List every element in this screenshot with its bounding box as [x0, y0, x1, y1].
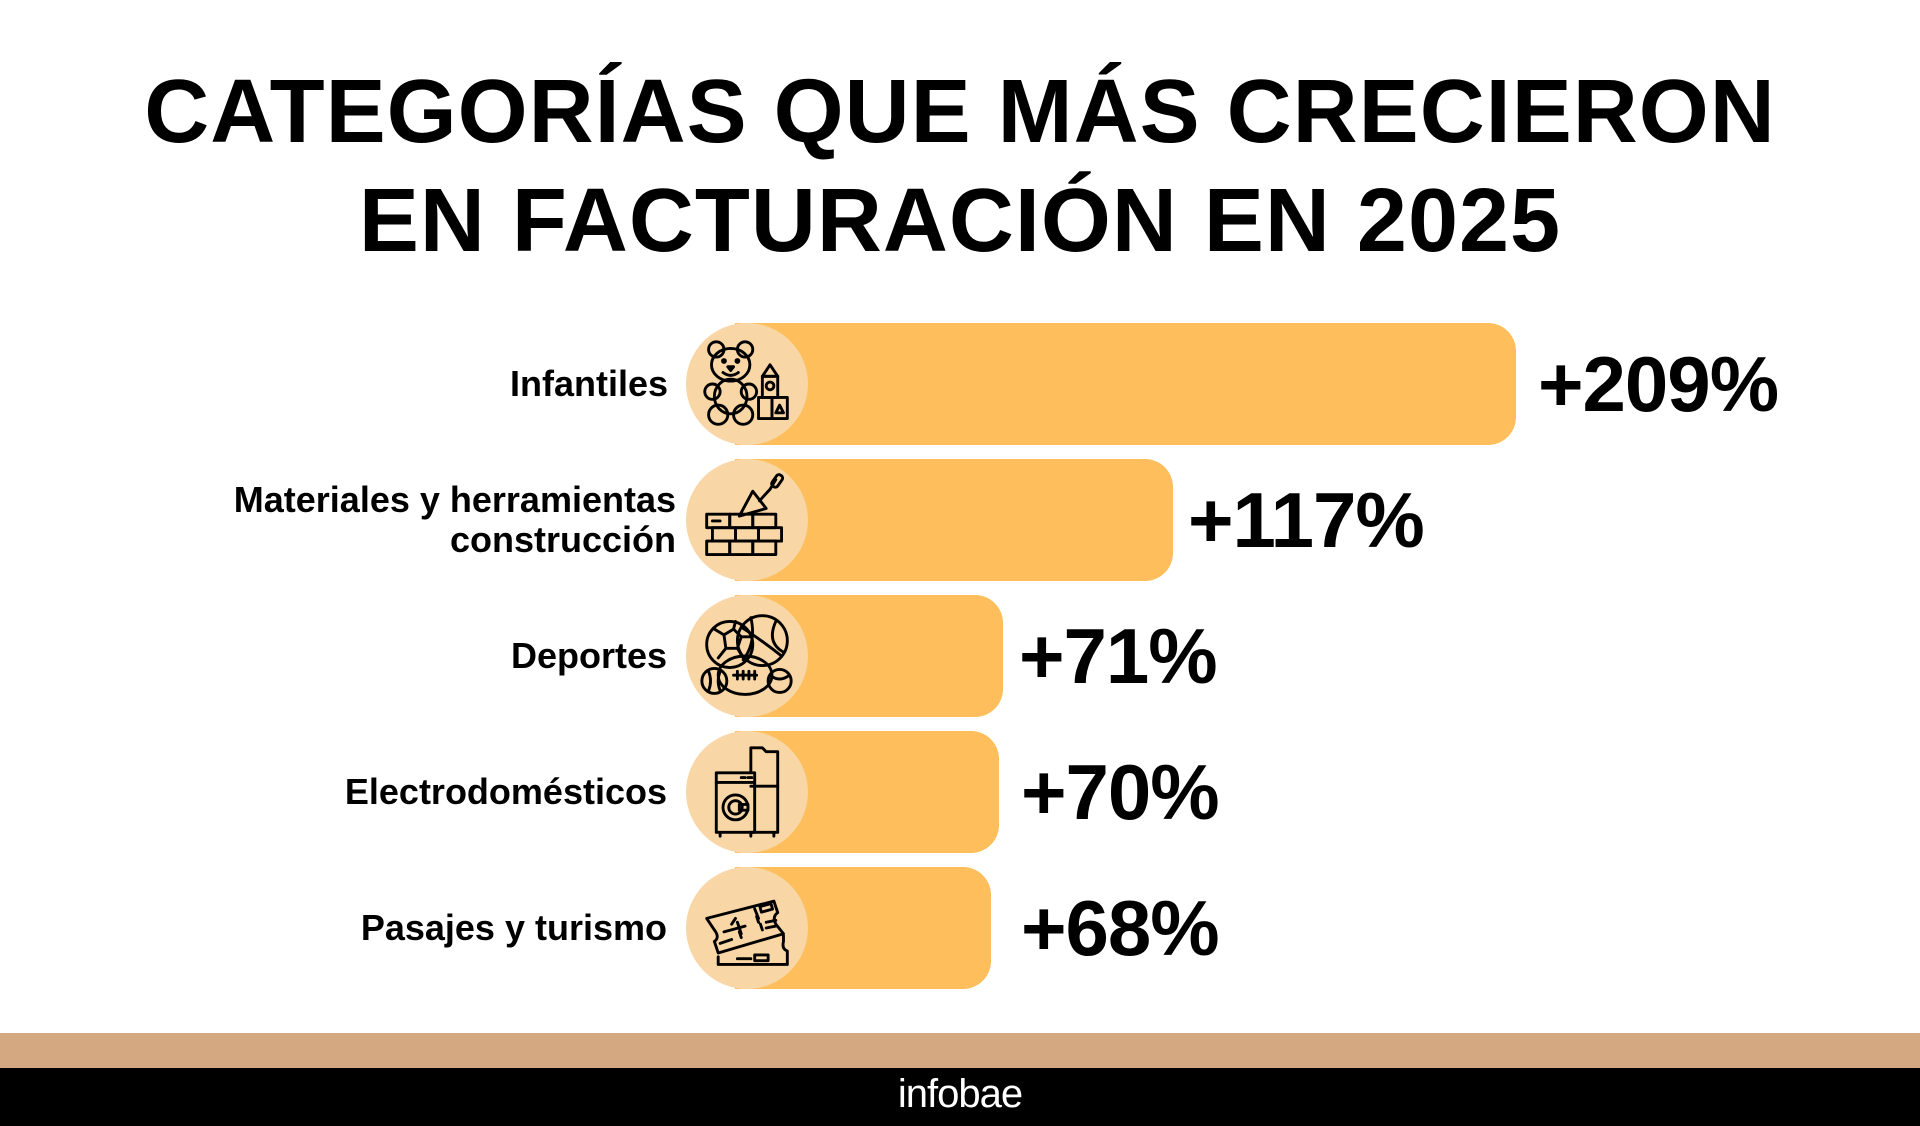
- bar-row-deportes: Deportes +71%: [0, 595, 1920, 717]
- title-line-1: CATEGORÍAS QUE MÁS CRECIERON: [144, 62, 1776, 162]
- label-text-line-2: construcción: [449, 519, 676, 560]
- bar-row-electrodomesticos: Electrodomésticos +70%: [0, 731, 1920, 853]
- label-text: Pasajes y turismo: [360, 907, 667, 948]
- washer-fridge-icon: [714, 746, 780, 838]
- icon-circle: [686, 595, 808, 717]
- sports-balls-icon: [700, 614, 793, 696]
- brick-wall-trowel-icon: [705, 473, 785, 556]
- label-text-line-1: Materiales y herramientas: [233, 479, 676, 520]
- title-line-2: EN FACTURACIÓN EN 2025: [358, 171, 1562, 271]
- bar-row-materiales-construccion: Materiales y herramientas construcción +…: [0, 459, 1920, 581]
- label-text: Deportes: [510, 635, 667, 676]
- footer-accent-band: [0, 1033, 1920, 1068]
- plane-tickets-icon: [705, 899, 789, 966]
- bar-row-infantiles: Infantiles +209%: [0, 323, 1920, 445]
- teddy-bear-blocks-icon: [703, 340, 789, 426]
- bar: [735, 459, 1173, 581]
- label-text: Infantiles: [509, 363, 668, 404]
- category-label: Infantiles: [510, 323, 668, 445]
- category-label: Deportes: [511, 595, 667, 717]
- icon-circle: [686, 323, 808, 445]
- value-label: +68%: [1021, 883, 1220, 972]
- icon-circle: [686, 459, 808, 581]
- category-label: Electrodomésticos: [345, 731, 667, 853]
- value-label: +70%: [1021, 747, 1220, 836]
- icon-circle: [686, 867, 808, 989]
- value-label: +117%: [1188, 475, 1425, 564]
- icon-circle: [686, 731, 808, 853]
- category-label: Pasajes y turismo: [361, 867, 667, 989]
- value-label: +71%: [1019, 611, 1218, 700]
- bar-row-pasajes-turismo: Pasajes y turismo +68%: [0, 867, 1920, 989]
- category-label: Materiales y herramientas construcción: [234, 459, 676, 581]
- chart-title: CATEGORÍAS QUE MÁS CRECIERON EN FACTURAC…: [0, 58, 1920, 276]
- footer-bar: infobae: [0, 1068, 1920, 1126]
- bar: [735, 323, 1516, 445]
- value-label: +209%: [1538, 339, 1779, 428]
- label-text: Electrodomésticos: [344, 771, 667, 812]
- brand-logo: infobae: [897, 1071, 1023, 1116]
